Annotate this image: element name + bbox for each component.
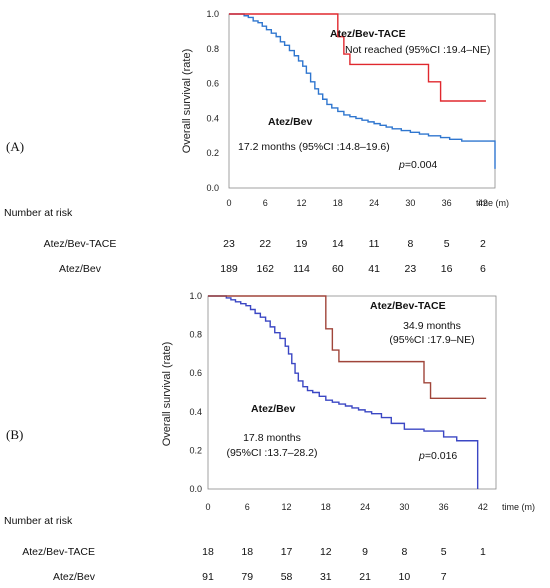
risk-value: 9: [362, 546, 368, 558]
x-tick-label: 12: [297, 198, 307, 208]
p-value-a: p=0.004: [398, 159, 437, 171]
x-axis-label-a: time (m): [476, 198, 509, 208]
risk-row-label-tace-a: Atez/Bev-TACE: [44, 238, 117, 250]
risk-value: 5: [444, 238, 450, 250]
x-axis-label-b: time (m): [502, 502, 535, 512]
x-tick-label: 24: [369, 198, 379, 208]
x-tick-label: 42: [478, 198, 488, 208]
risk-value: 1: [480, 546, 486, 558]
x-tick-label: 18: [321, 502, 331, 512]
y-tick-label: 0.4: [206, 113, 219, 123]
risk-row-label-tace-b: Atez/Bev-TACE: [22, 546, 95, 558]
x-tick-label: 30: [399, 502, 409, 512]
y-ticks-a: 0.0 0.2 0.4 0.6 0.8 1.0: [206, 9, 219, 193]
risk-value: 19: [296, 238, 308, 250]
panel-label-b: (B): [6, 427, 23, 442]
risk-value: 189: [220, 263, 238, 275]
x-tick-label: 12: [282, 502, 292, 512]
risk-values-b: 18 18 17 12 9 8 5 1 91 79 58 31 21 10 7: [202, 546, 486, 583]
x-tick-label: 30: [405, 198, 415, 208]
y-tick-label: 0.0: [189, 484, 202, 494]
risk-value: 41: [368, 263, 380, 275]
risk-value: 16: [441, 263, 453, 275]
p-value-b: p=0.016: [418, 450, 457, 462]
annotation-bev-label-a: Atez/Bev: [268, 116, 313, 128]
risk-row-label-bev-b: Atez/Bev: [53, 571, 96, 583]
x-tick-label: 36: [439, 502, 449, 512]
risk-value: 23: [223, 238, 235, 250]
panel-b: (B) Overall survival (rate) 0.0 0.2 0.4 0.6…: [4, 291, 535, 583]
risk-value: 8: [401, 546, 407, 558]
risk-value: 21: [359, 571, 371, 583]
y-tick-label: 0.6: [189, 368, 202, 378]
risk-value: 6: [480, 263, 486, 275]
y-axis-label-a: Overall survival (rate): [181, 49, 193, 154]
y-tick-label: 0.0: [206, 183, 219, 193]
y-tick-label: 0.4: [189, 407, 202, 417]
x-tick-label: 18: [333, 198, 343, 208]
risk-value: 162: [257, 263, 275, 275]
y-tick-label: 0.6: [206, 79, 219, 89]
annotation-bev-label-b: Atez/Bev: [251, 403, 296, 415]
risk-table-title-a: Number at risk: [4, 207, 73, 219]
risk-value: 31: [320, 571, 332, 583]
x-tick-label: 0: [205, 502, 210, 512]
risk-value: 22: [259, 238, 271, 250]
y-tick-label: 1.0: [206, 9, 219, 19]
x-tick-label: 24: [360, 502, 370, 512]
risk-row-label-bev-a: Atez/Bev: [59, 263, 102, 275]
risk-values-a: 23 22 19 14 11 8 5 2 189 162 114 60 41 23 16 6: [220, 238, 486, 275]
risk-value: 10: [399, 571, 411, 583]
panel-a: (A) Overall survival (rate) 0.0 0.2 0.4 0.6…: [4, 9, 509, 275]
series-line-atez-bev-a: [229, 13, 496, 169]
x-tick-label: 42: [478, 502, 488, 512]
panel-label-a: (A): [6, 139, 24, 154]
annotation-bev-text-a: 17.2 months (95%CI :14.8–19.6): [238, 141, 390, 153]
y-tick-label: 1.0: [189, 291, 202, 301]
x-tick-label: 0: [226, 198, 231, 208]
plot-frame-b: [207, 295, 497, 490]
risk-value: 91: [202, 571, 214, 583]
risk-value: 18: [241, 546, 253, 558]
x-ticks-a: 0 6 12 18 24 30 36 42: [226, 198, 487, 208]
series-line-atez-bev-tace-a: [229, 13, 486, 102]
risk-value: 5: [441, 546, 447, 558]
x-tick-label: 6: [263, 198, 268, 208]
risk-value: 18: [202, 546, 214, 558]
annotation-bev-text2-b: (95%CI :13.7–28.2): [226, 447, 317, 459]
risk-value: 17: [281, 546, 293, 558]
x-tick-label: 36: [442, 198, 452, 208]
risk-value: 11: [369, 238, 380, 250]
annotation-tace-label-b: Atez/Bev-TACE: [370, 300, 446, 312]
y-ticks-b: 0.0 0.2 0.4 0.6 0.8 1.0: [189, 291, 202, 494]
risk-value: 114: [293, 263, 310, 275]
risk-value: 60: [332, 263, 344, 275]
risk-value: 12: [320, 546, 332, 558]
annotation-tace-label-a: Atez/Bev-TACE: [330, 28, 406, 40]
annotation-tace-text-a: Not reached (95%CI :19.4–NE): [345, 44, 490, 56]
risk-value: 14: [332, 238, 344, 250]
risk-value: 8: [407, 238, 413, 250]
annotation-tace-text1-b: 34.9 months: [403, 320, 461, 332]
series-line-atez-bev-b: [208, 295, 479, 489]
y-tick-label: 0.2: [206, 148, 219, 158]
risk-table-title-b: Number at risk: [4, 515, 73, 527]
y-tick-label: 0.8: [189, 330, 202, 340]
y-axis-label-b: Overall survival (rate): [161, 342, 173, 447]
x-tick-label: 6: [245, 502, 250, 512]
series-line-atez-bev-tace-b: [208, 295, 487, 399]
risk-value: 23: [405, 263, 417, 275]
annotation-bev-text1-b: 17.8 months: [243, 432, 301, 444]
annotation-tace-text2-b: (95%CI :17.9–NE): [389, 334, 474, 346]
plot-frame-a: [228, 13, 496, 189]
risk-value: 79: [241, 571, 253, 583]
risk-value: 7: [441, 571, 447, 583]
risk-value: 58: [281, 571, 293, 583]
y-tick-label: 0.8: [206, 44, 219, 54]
y-tick-label: 0.2: [189, 445, 202, 455]
risk-value: 2: [480, 238, 486, 250]
x-ticks-b: 0 6 12 18 24 30 36 42: [205, 502, 487, 512]
